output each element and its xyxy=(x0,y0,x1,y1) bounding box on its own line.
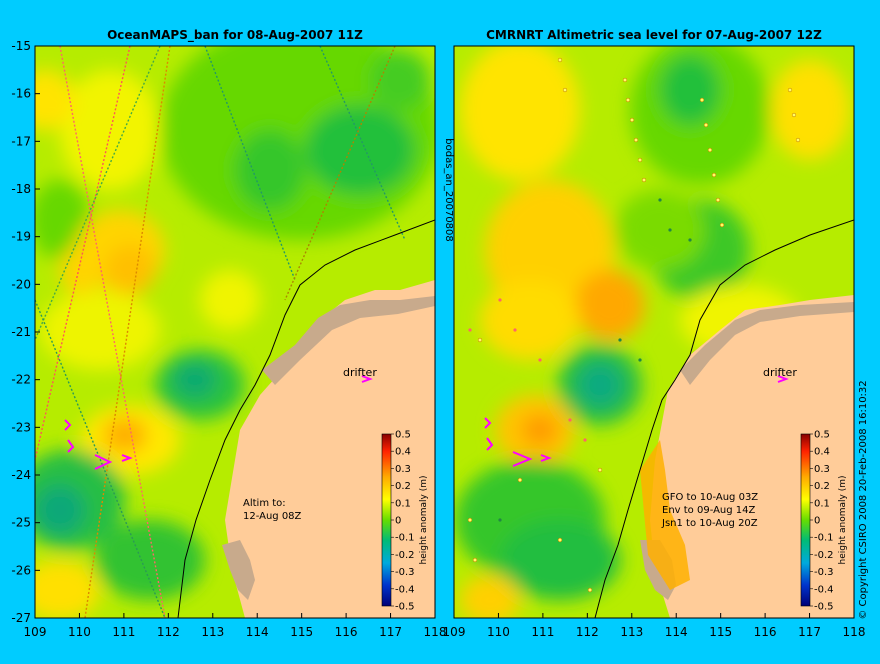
x-tick-label: 111 xyxy=(531,625,554,639)
x-tick-label: 113 xyxy=(201,625,224,639)
left-colorbar-scale xyxy=(381,433,392,607)
colorbar-tick-label: -0.4 xyxy=(814,584,834,595)
right-colorbar-label: height anomaly (m) xyxy=(838,475,848,564)
colorbar-tick-label: 0.3 xyxy=(395,464,411,475)
y-tick-label: -15 xyxy=(11,39,31,53)
y-tick-label: -20 xyxy=(11,277,31,291)
colorbar-tick-label: 0.5 xyxy=(395,430,411,441)
x-tick-label: 116 xyxy=(754,625,777,639)
colorbar-tick-label: 0.2 xyxy=(814,481,830,492)
x-tick-label: 111 xyxy=(112,625,135,639)
x-tick-label: 113 xyxy=(620,625,643,639)
colorbar-tick-label: 0 xyxy=(395,516,401,527)
y-tick-label: -22 xyxy=(11,373,31,387)
right-colorbar-scale xyxy=(800,433,811,607)
left-altim-note-line-2: 12-Aug 08Z xyxy=(243,511,302,522)
left-drifter-label: drifter xyxy=(343,366,377,379)
colorbar-tick-label: -0.3 xyxy=(395,567,415,578)
y-tick-label: -26 xyxy=(11,563,31,577)
colorbar-tick-label: 0.5 xyxy=(814,430,830,441)
y-tick-label: -25 xyxy=(11,516,31,530)
right-map xyxy=(454,46,854,618)
colorbar-tick-label: -0.1 xyxy=(395,533,415,544)
left-altim-note-line-1: Altim to: xyxy=(243,498,286,509)
right-altim-note-line-1: GFO to 10-Aug 03Z xyxy=(662,492,758,503)
colorbar-tick-label: 0.2 xyxy=(395,481,411,492)
y-tick-label: -19 xyxy=(11,230,31,244)
x-tick-label: 117 xyxy=(798,625,821,639)
x-tick-label: 115 xyxy=(709,625,732,639)
x-tick-label: 109 xyxy=(443,625,466,639)
colorbar-tick-label: -0.2 xyxy=(814,550,834,561)
x-tick-label: 109 xyxy=(24,625,47,639)
right-drifter-label: drifter xyxy=(763,366,797,379)
x-tick-label: 112 xyxy=(576,625,599,639)
right-altim-note-line-3: Jsn1 to 10-Aug 20Z xyxy=(661,518,758,529)
left-shelf-contour xyxy=(177,219,435,618)
left-satellite-tracks xyxy=(35,46,406,618)
left-coastal-shelf xyxy=(262,296,435,385)
x-tick-label: 116 xyxy=(335,625,358,639)
colorbar-tick-label: -0.5 xyxy=(395,602,415,613)
left-x-axis: 109 110 111 112 113 114 115 116 117 118 xyxy=(24,613,447,639)
right-colorbar: 0.5 0.4 0.3 0.2 0.1 0 -0.1 -0.2 -0.3 -0.4 -0.5 hei… xyxy=(800,430,848,613)
left-panel: OceanMAPS_ban for 08-Aug-2007 11Z xyxy=(11,28,447,639)
copyright-label: © Copyright CSIRO 2008 20-Feb-2008 16:10… xyxy=(858,380,869,619)
right-colorbar-ticks: 0.5 0.4 0.3 0.2 0.1 0 -0.1 -0.2 -0.3 -0.4 -0.5 xyxy=(810,430,834,613)
left-y-axis: -15 -16 -17 -18 -19 -20 -21 -22 -23 -24 -25 -26 -27 xyxy=(11,39,40,625)
y-tick-label: -18 xyxy=(11,182,31,196)
colorbar-tick-label: -0.5 xyxy=(814,602,834,613)
x-tick-label: 118 xyxy=(424,625,447,639)
right-drifter-track xyxy=(484,375,789,467)
y-tick-label: -16 xyxy=(11,87,31,101)
colorbar-tick-label: 0.1 xyxy=(395,498,411,509)
y-tick-label: -17 xyxy=(11,134,31,148)
left-colorbar-label: height anomaly (m) xyxy=(419,475,429,564)
right-panel-title: CMRNRT Altimetric sea level for 07-Aug-2… xyxy=(486,28,822,42)
y-tick-label: -23 xyxy=(11,420,31,434)
right-shelf-contour xyxy=(594,219,854,618)
y-tick-label: -21 xyxy=(11,325,31,339)
left-panel-title: OceanMAPS_ban for 08-Aug-2007 11Z xyxy=(107,28,363,43)
right-coastal-shelf xyxy=(680,302,854,385)
colorbar-tick-label: 0.4 xyxy=(814,447,830,458)
x-tick-label: 115 xyxy=(290,625,313,639)
colorbar-tick-label: -0.4 xyxy=(395,584,415,595)
right-panel: CMRNRT Altimetric sea level for 07-Aug-2… xyxy=(443,28,866,639)
colorbar-tick-label: 0.3 xyxy=(814,464,830,475)
colorbar-tick-label: 0.1 xyxy=(814,498,830,509)
colorbar-tick-label: -0.2 xyxy=(395,550,415,561)
right-map-frame xyxy=(453,45,855,619)
left-map xyxy=(35,46,435,618)
x-tick-label: 110 xyxy=(68,625,91,639)
x-tick-label: 112 xyxy=(157,625,180,639)
right-altim-note-line-2: Env to 09-Aug 14Z xyxy=(662,505,756,516)
right-x-axis: 109 110 111 112 113 114 115 116 117 118 xyxy=(443,613,866,639)
x-tick-label: 118 xyxy=(843,625,866,639)
left-anomaly-field xyxy=(35,46,435,618)
x-tick-label: 114 xyxy=(246,625,269,639)
colorbar-tick-label: -0.1 xyxy=(814,533,834,544)
colorbar-tick-label: 0 xyxy=(814,516,820,527)
x-tick-label: 117 xyxy=(379,625,402,639)
x-tick-label: 110 xyxy=(487,625,510,639)
x-tick-label: 114 xyxy=(665,625,688,639)
left-colorbar: 0.5 0.4 0.3 0.2 0.1 0 -0.1 -0.2 -0.3 -0.4 -0.5 hei… xyxy=(381,430,429,613)
right-altimeter-samples xyxy=(467,57,801,593)
colorbar-tick-label: 0.4 xyxy=(395,447,411,458)
left-colorbar-ticks: 0.5 0.4 0.3 0.2 0.1 0 -0.1 -0.2 -0.3 -0.4 -0.5 xyxy=(391,430,415,613)
left-drifter-track xyxy=(64,375,373,470)
y-tick-label: -27 xyxy=(11,611,31,625)
y-tick-label: -24 xyxy=(11,468,31,482)
run-identifier-label: bodas_an_20070808 xyxy=(443,138,454,242)
right-anomaly-field xyxy=(455,46,850,618)
colorbar-tick-label: -0.3 xyxy=(814,567,834,578)
